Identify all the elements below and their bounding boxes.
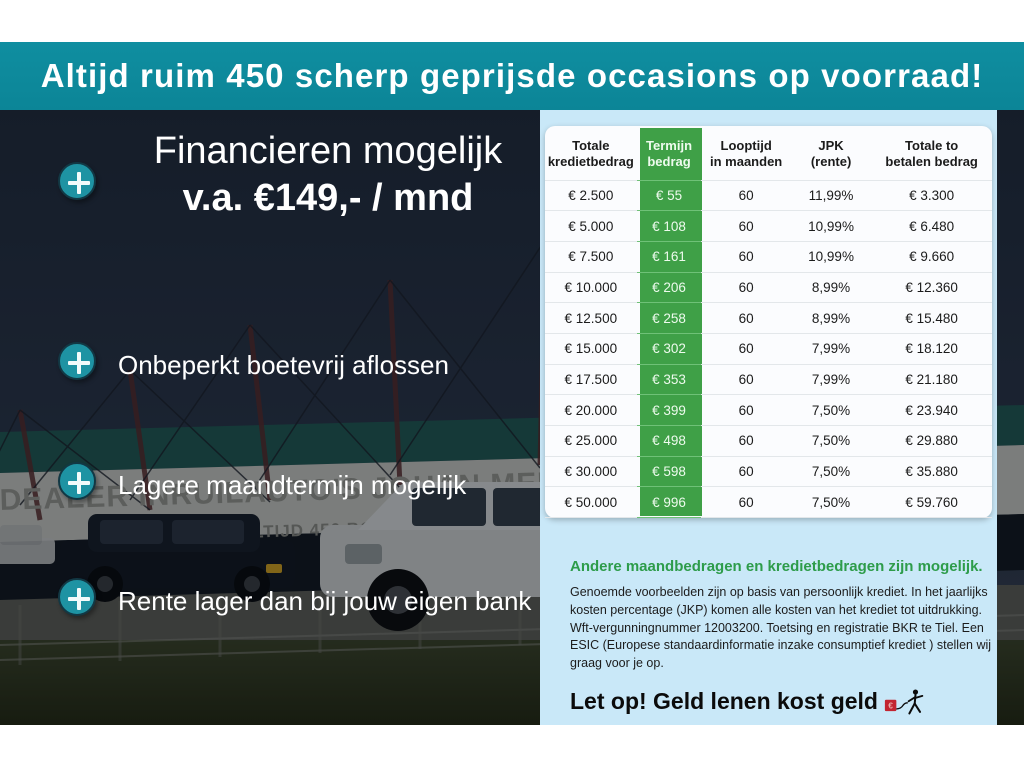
- svg-text:€: €: [888, 701, 893, 711]
